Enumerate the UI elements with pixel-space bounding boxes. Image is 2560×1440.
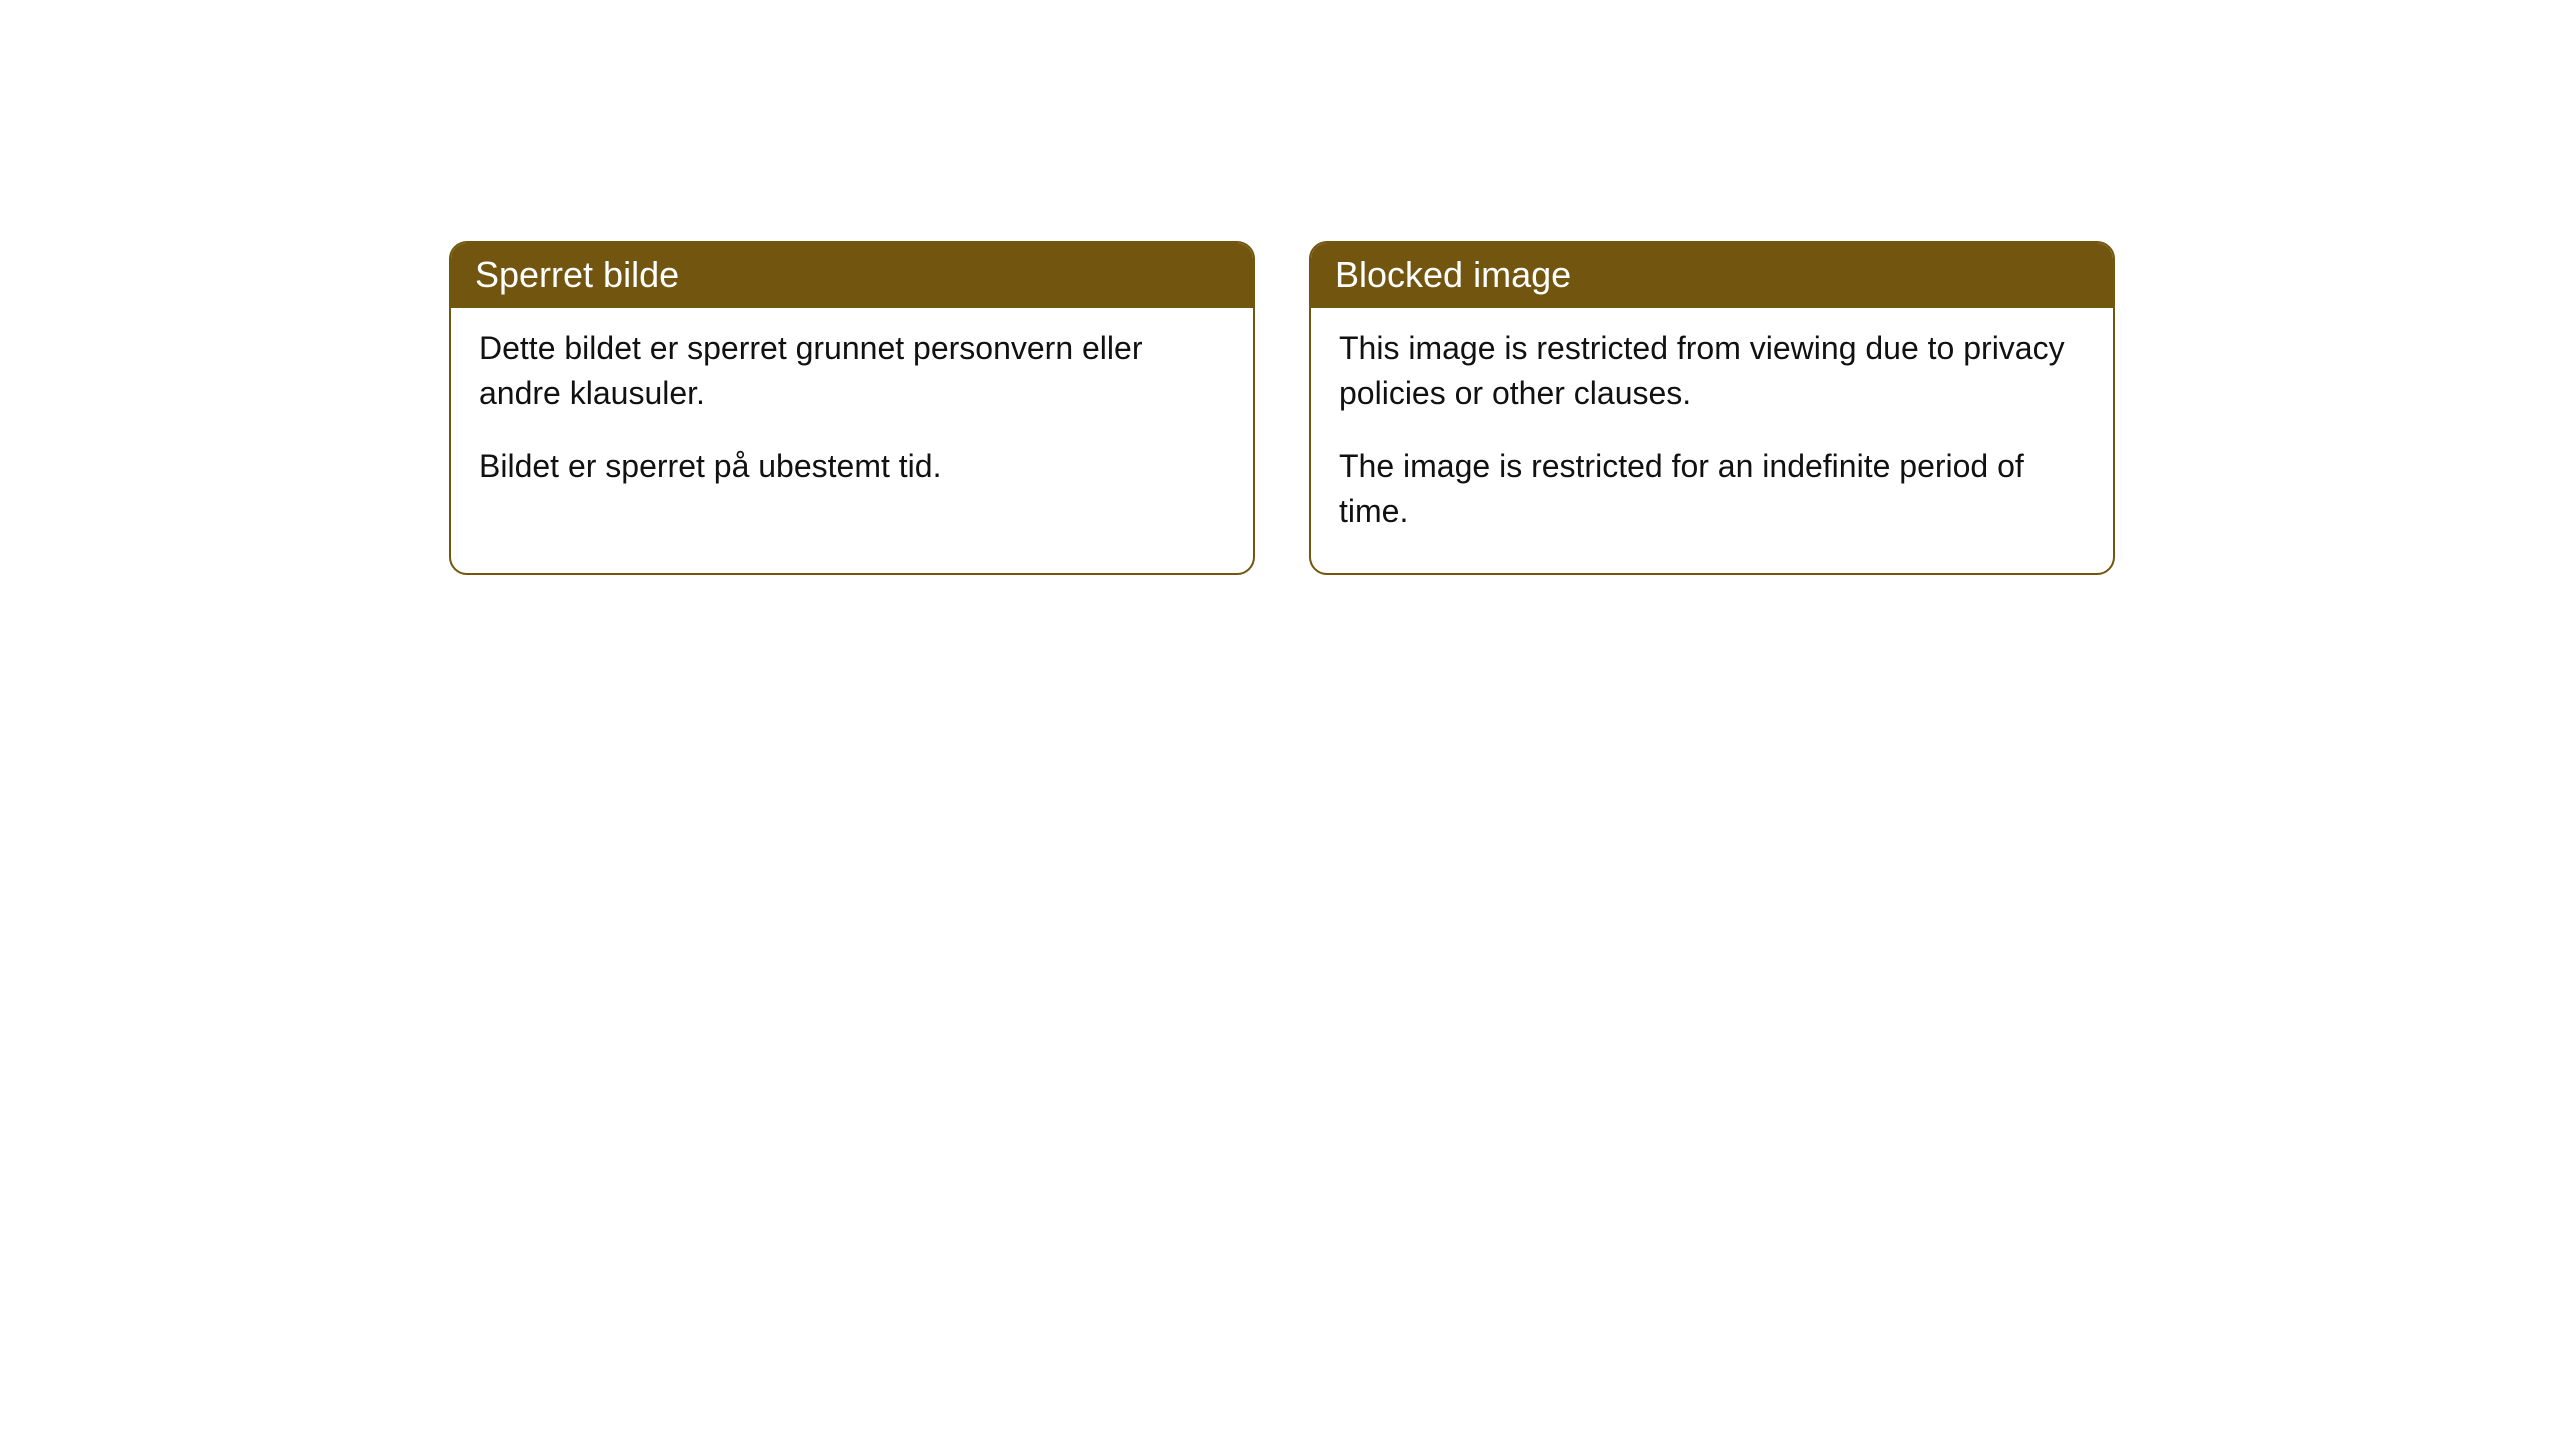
card-header: Blocked image	[1311, 243, 2113, 308]
card-header: Sperret bilde	[451, 243, 1253, 308]
card-body: This image is restricted from viewing du…	[1311, 308, 2113, 573]
card-body: Dette bildet er sperret grunnet personve…	[451, 308, 1253, 528]
notice-cards-container: Sperret bilde Dette bildet er sperret gr…	[449, 241, 2115, 575]
card-paragraph: Bildet er sperret på ubestemt tid.	[479, 444, 1225, 489]
card-paragraph: This image is restricted from viewing du…	[1339, 326, 2085, 416]
notice-card-english: Blocked image This image is restricted f…	[1309, 241, 2115, 575]
notice-card-norwegian: Sperret bilde Dette bildet er sperret gr…	[449, 241, 1255, 575]
card-paragraph: Dette bildet er sperret grunnet personve…	[479, 326, 1225, 416]
card-paragraph: The image is restricted for an indefinit…	[1339, 444, 2085, 534]
